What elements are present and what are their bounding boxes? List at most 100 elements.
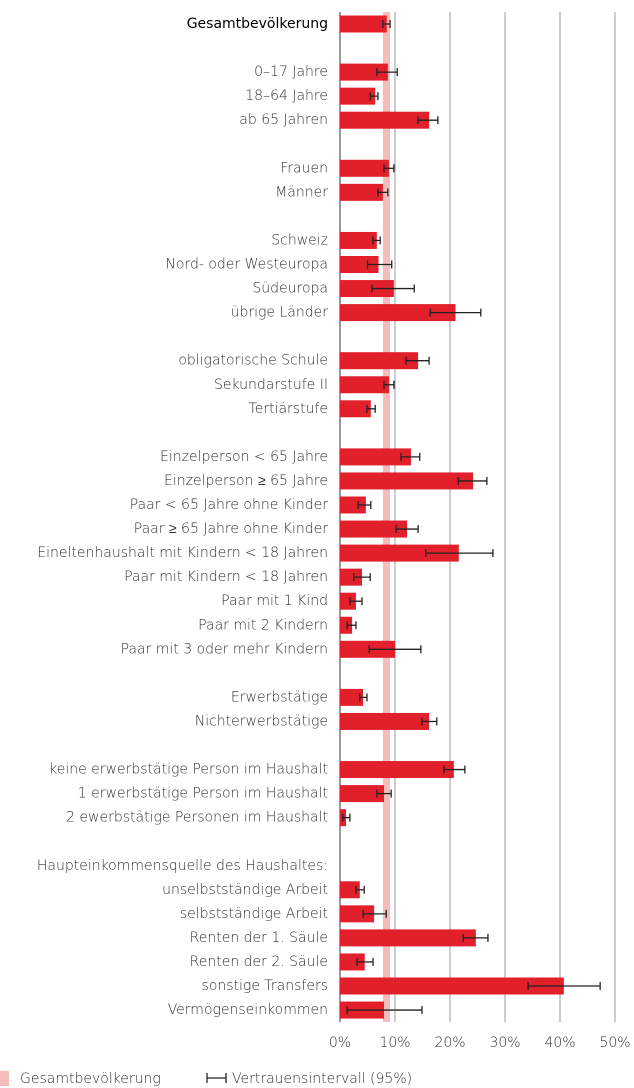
x-tick-label: 50% [599,1035,630,1051]
category-label: sonstige Transfers [202,978,328,994]
reference-band [382,12,391,1022]
category-label: Sekundarstufe II [214,377,328,393]
legend-errorbar-icon [206,1073,227,1083]
bar [340,400,371,418]
category-label: 18–64 Jahre [245,88,328,104]
error-bar [368,645,422,654]
error-bar [377,188,389,197]
category-label: Renten der 1. Säule [190,930,328,946]
bar [340,448,411,466]
bar [340,688,364,706]
category-label: Frauen [280,160,328,176]
error-bar [342,813,351,822]
error-bar [355,885,365,894]
legend-label: Gesamtbevölkerung [20,1071,161,1087]
error-bar [425,549,494,558]
error-bar [462,933,489,942]
category-label: 0–17 Jahre [254,64,328,80]
category-label: unselbstständige Arbeit [162,882,328,898]
error-bar [376,68,398,77]
category-label: Nord- oder Westeuropa [165,257,328,273]
error-bar [366,260,393,269]
bar [340,616,353,634]
category-label: Schweiz [271,232,328,248]
error-bar [346,1006,423,1015]
error-bar [383,380,395,389]
error-bar [400,452,421,461]
error-bar [366,404,376,413]
category-label: Paar mit Kindern < 18 Jahren [124,569,328,585]
category-label: Haupteinkommensquelle des Haushaltes: [37,858,328,874]
bar [340,520,408,538]
bar [340,256,379,273]
bar [340,592,356,610]
bar [340,280,394,298]
bar [340,568,362,586]
x-tick-label: 10% [379,1035,410,1051]
error-bar [346,621,357,630]
category-label: Südeuropa [252,281,328,297]
bar [340,472,474,490]
error-bar [417,116,439,125]
category-label: Paar mit 3 oder mehr Kindern [121,641,328,657]
category-label: 1 erwerbstätige Person im Haushalt [78,786,328,802]
category-label: Gesamtbevölkerung [187,16,328,32]
error-bar [457,476,488,485]
bar [340,881,360,899]
category-label: Tertiärstufe [249,401,328,417]
error-bar [421,717,438,726]
bar [340,159,389,177]
error-bar [395,525,419,534]
category-label: Paar mit 1 Kind [221,593,328,609]
error-bar [357,501,372,509]
category-label: Einzelperson ≥ 65 Jahre [164,473,328,489]
bar [340,63,388,81]
category-label: Nichterwerbstätige [195,713,328,729]
bar [340,376,389,394]
category-label: ab 65 Jahren [239,112,328,128]
error-bar [405,356,430,365]
bar [340,977,564,995]
error-bar [443,765,466,774]
x-tick-label: 40% [544,1035,575,1051]
category-label: selbstständige Arbeit [180,906,328,922]
error-bar [356,957,374,966]
error-bar [353,573,371,582]
error-bar [382,20,391,28]
error-bar [349,597,363,606]
bar [340,929,476,947]
bar [340,352,419,370]
legend-label: Vertrauensintervall (95%) [232,1071,412,1087]
category-label: Einzelperson < 65 Jahre [160,449,328,465]
error-bar [369,92,379,101]
error-bar [372,236,381,245]
category-label: Vermögenseinkommen [168,1002,328,1018]
category-label: obligatorische Schule [178,353,328,369]
category-label: übrige Länder [231,305,329,321]
bar [340,712,430,730]
category-label: Paar mit 2 Kindern [198,617,328,633]
x-tick-label: 0% [329,1035,351,1051]
bar [340,640,395,658]
error-bar [376,789,392,798]
bar [340,953,365,971]
bar [340,111,430,129]
bar [340,761,454,779]
category-label: 2 ewerbstätige Personen im Haushalt [66,810,328,826]
category-label: Erwerbstätige [231,689,328,705]
x-tick-label: 30% [489,1035,520,1051]
error-bar [359,693,368,702]
error-bar [429,308,482,317]
bar [340,15,387,33]
bar [340,87,376,105]
bar [340,183,383,201]
category-label: Paar ≥ 65 Jahre ohne Kinder [134,521,328,537]
bar [340,304,456,322]
category-label: Eineltenhaushalt mit Kindern < 18 Jahren [37,545,328,561]
legend-swatch [0,1071,9,1086]
category-label: Männer [275,184,328,200]
x-tick-label: 20% [434,1035,465,1051]
bar [340,905,375,923]
error-bar [527,982,601,990]
bar [340,544,459,562]
